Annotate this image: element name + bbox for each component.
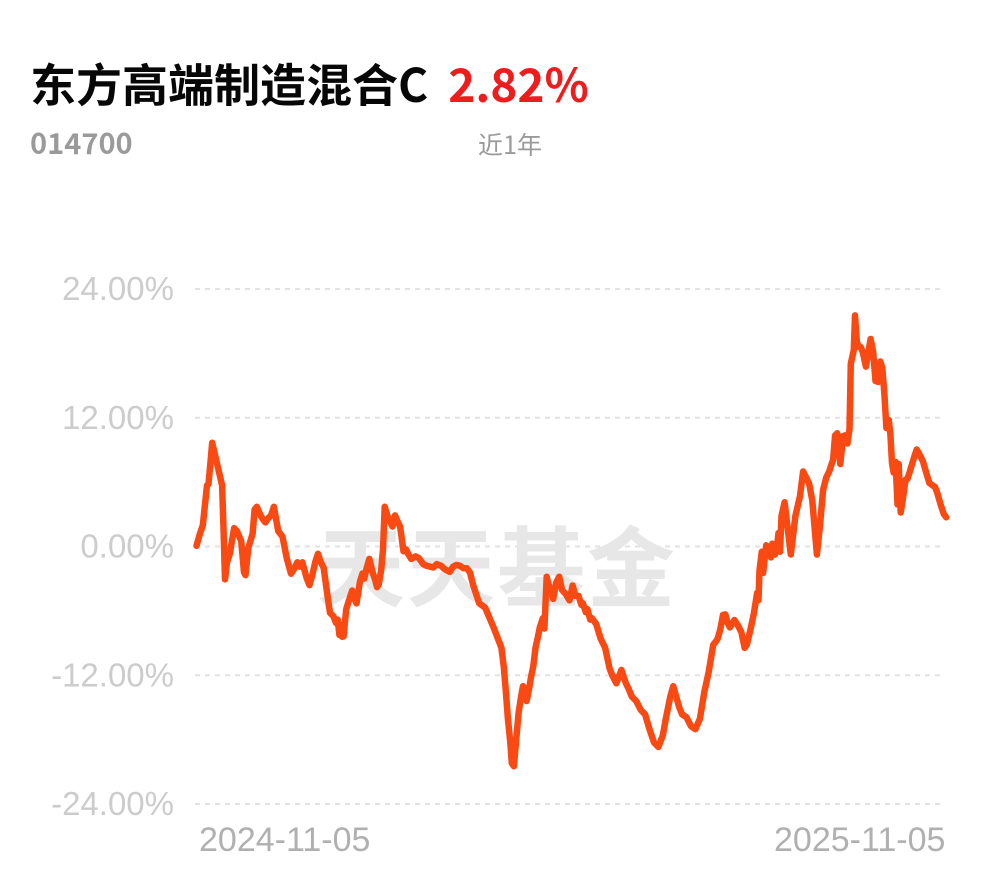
svg-text:2024-11-05: 2024-11-05 [199,821,370,859]
svg-text:2025-11-05: 2025-11-05 [774,821,945,859]
svg-text:12.00%: 12.00% [62,399,174,436]
svg-text:24.00%: 24.00% [62,270,174,307]
svg-text:-24.00%: -24.00% [51,785,174,822]
svg-text:-12.00%: -12.00% [51,656,174,693]
svg-text:0.00%: 0.00% [80,528,174,565]
